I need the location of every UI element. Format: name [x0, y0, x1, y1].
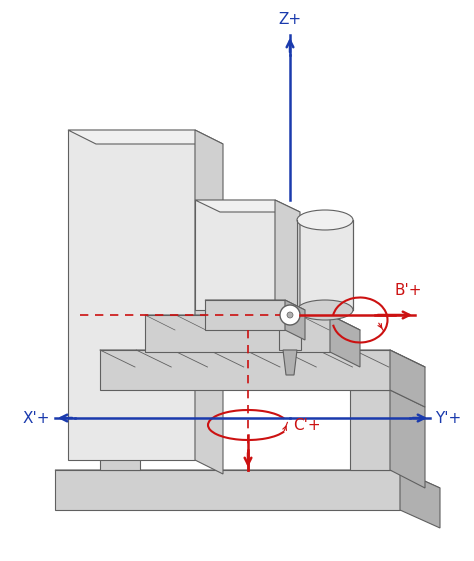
Polygon shape [68, 130, 223, 144]
Polygon shape [55, 470, 440, 488]
Text: C'+: C'+ [293, 417, 320, 433]
Polygon shape [195, 130, 223, 474]
Polygon shape [390, 390, 425, 488]
Polygon shape [330, 315, 360, 367]
Polygon shape [55, 470, 400, 510]
Polygon shape [390, 350, 425, 407]
Polygon shape [145, 315, 330, 352]
Polygon shape [68, 130, 195, 460]
Polygon shape [285, 300, 305, 340]
Circle shape [280, 305, 300, 325]
Polygon shape [100, 350, 390, 390]
Polygon shape [145, 315, 360, 330]
Polygon shape [205, 300, 305, 310]
Polygon shape [205, 300, 285, 330]
Polygon shape [297, 220, 353, 310]
Text: Y'+: Y'+ [435, 411, 461, 425]
Text: X'+: X'+ [22, 411, 50, 425]
Ellipse shape [297, 210, 353, 230]
Ellipse shape [297, 300, 353, 320]
Polygon shape [350, 390, 390, 470]
Circle shape [287, 312, 293, 318]
Text: B'+: B'+ [395, 283, 422, 297]
Polygon shape [275, 200, 300, 322]
Text: Z+: Z+ [278, 12, 301, 27]
Polygon shape [279, 310, 301, 350]
Polygon shape [100, 350, 425, 367]
Polygon shape [400, 470, 440, 528]
Polygon shape [195, 200, 300, 212]
Polygon shape [100, 390, 140, 470]
Polygon shape [283, 350, 297, 375]
Polygon shape [195, 200, 275, 310]
